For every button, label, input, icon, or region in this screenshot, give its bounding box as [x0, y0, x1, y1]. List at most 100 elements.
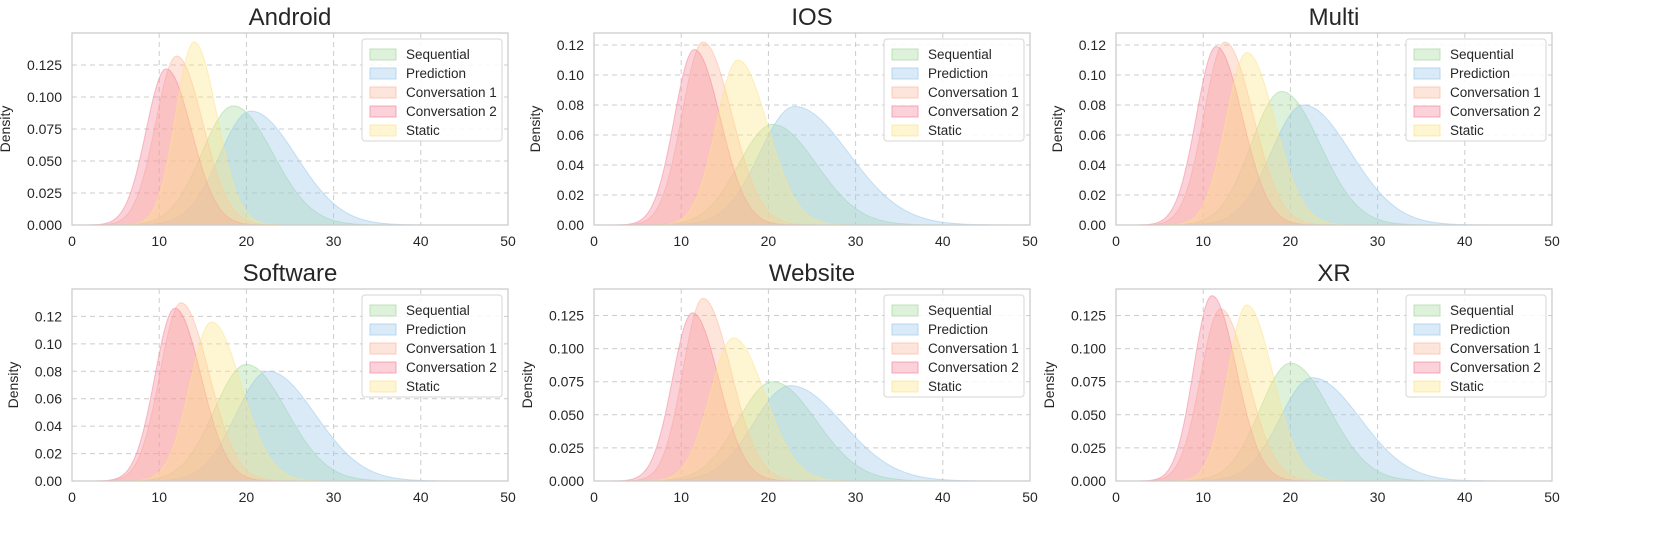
x-tick-label: 20	[239, 489, 255, 505]
x-tick-label: 20	[239, 233, 255, 249]
y-tick-label: 0.10	[557, 67, 584, 83]
x-tick-label: 50	[500, 489, 516, 505]
x-tick-label: 20	[761, 233, 777, 249]
legend-entry-sequential: Sequential	[891, 303, 992, 318]
legend: Sequential Prediction Conversation 1 Conver…	[361, 294, 503, 398]
legend-swatch	[891, 342, 919, 355]
y-tick-label: 0.100	[27, 89, 62, 105]
y-tick-label: 0.050	[1071, 407, 1106, 423]
legend-box	[1405, 294, 1547, 398]
legend-entry-static: Static	[1413, 379, 1484, 394]
legend-swatch	[369, 380, 397, 393]
x-tick-label: 40	[413, 489, 429, 505]
y-tick-label: 0.125	[1071, 307, 1106, 323]
x-tick-label: 40	[935, 489, 951, 505]
legend-label: Static	[1450, 379, 1484, 394]
x-tick-label: 30	[326, 489, 342, 505]
plot-frame	[593, 32, 1031, 226]
legend-swatch	[891, 86, 919, 99]
chart-panel-multi: 0 10 20 30 40 50 0.00 0.02 0.04 0.06 0.08 0.10 0.12 D…	[1049, 4, 1560, 249]
x-tick-label: 50	[500, 233, 516, 249]
y-tick-label: 0.025	[1071, 440, 1106, 456]
legend-entry-conversation-1: Conversation 1	[891, 85, 1019, 100]
legend-entry-prediction: Prediction	[1413, 66, 1510, 81]
legend-label: Sequential	[406, 47, 470, 62]
x-tick-label: 0	[68, 233, 76, 249]
x-tick-label: 30	[848, 233, 864, 249]
x-tick-label: 50	[1544, 489, 1560, 505]
y-tick-label: 0.08	[557, 97, 584, 113]
y-axis-label: Density	[5, 362, 21, 409]
y-axis-label: Density	[527, 106, 543, 153]
y-tick-label: 0.06	[1079, 127, 1106, 143]
x-tick-label: 30	[1370, 489, 1386, 505]
panel-title: Android	[249, 4, 332, 31]
x-tick-label: 10	[673, 489, 689, 505]
legend-label: Prediction	[928, 322, 988, 337]
legend-label: Prediction	[406, 322, 466, 337]
legend-entry-prediction: Prediction	[369, 322, 466, 337]
legend-label: Static	[406, 379, 440, 394]
legend-swatch	[1413, 105, 1441, 118]
chart-panel-ios: 0 10 20 30 40 50 0.00 0.02 0.04 0.06 0.08 0.10 0.12 D…	[527, 4, 1038, 249]
legend-label: Sequential	[928, 303, 992, 318]
legend-swatch	[891, 48, 919, 61]
x-tick-label: 10	[1195, 489, 1211, 505]
legend-label: Conversation 2	[1450, 104, 1541, 119]
plot-frame	[593, 288, 1031, 482]
legend-swatch	[1413, 323, 1441, 336]
legend-box	[883, 294, 1025, 398]
legend-entry-prediction: Prediction	[1413, 322, 1510, 337]
y-axis-label: Density	[0, 106, 13, 153]
x-tick-label: 10	[151, 233, 167, 249]
x-tick-label: 50	[1022, 489, 1038, 505]
y-tick-label: 0.12	[1079, 37, 1106, 53]
y-tick-label: 0.00	[557, 217, 584, 233]
panel-title: IOS	[791, 4, 832, 31]
x-tick-label: 50	[1022, 233, 1038, 249]
legend-label: Conversation 2	[928, 360, 1019, 375]
legend-entry-prediction: Prediction	[369, 66, 466, 81]
y-tick-label: 0.025	[549, 440, 584, 456]
legend-label: Conversation 2	[928, 104, 1019, 119]
legend-entry-sequential: Sequential	[369, 47, 470, 62]
legend-box	[361, 294, 503, 398]
legend-label: Sequential	[1450, 303, 1514, 318]
x-tick-label: 0	[1112, 489, 1120, 505]
legend-label: Sequential	[1450, 47, 1514, 62]
legend-label: Conversation 1	[1450, 85, 1541, 100]
legend-label: Static	[406, 123, 440, 138]
panel-title: XR	[1317, 260, 1350, 287]
legend: Sequential Prediction Conversation 1 Conver…	[883, 294, 1025, 398]
legend-swatch	[1413, 86, 1441, 99]
y-tick-label: 0.02	[1079, 187, 1106, 203]
y-tick-label: 0.04	[1079, 157, 1106, 173]
legend-box	[883, 38, 1025, 142]
x-tick-label: 30	[326, 233, 342, 249]
x-tick-label: 20	[761, 489, 777, 505]
y-axis-label: Density	[519, 362, 535, 409]
x-tick-label: 40	[413, 233, 429, 249]
y-tick-label: 0.02	[35, 446, 62, 462]
panel-title: Website	[769, 260, 855, 287]
legend-entry-sequential: Sequential	[1413, 303, 1514, 318]
panel-title: Software	[243, 260, 338, 287]
legend-label: Conversation 2	[406, 104, 497, 119]
x-tick-label: 40	[935, 233, 951, 249]
y-axis-label: Density	[1049, 106, 1065, 153]
legend-label: Prediction	[1450, 66, 1510, 81]
chart-panel-xr: 0 10 20 30 40 50 0.000 0.025 0.050 0.075 0.100 0.12…	[1041, 260, 1560, 505]
y-tick-label: 0.075	[27, 121, 62, 137]
legend-swatch	[369, 323, 397, 336]
x-tick-label: 20	[1283, 233, 1299, 249]
legend-swatch	[369, 67, 397, 80]
legend-entry-conversation-2: Conversation 2	[1413, 360, 1541, 375]
y-tick-label: 0.125	[27, 57, 62, 73]
legend-box	[1405, 38, 1547, 142]
legend-label: Sequential	[406, 303, 470, 318]
legend-entry-conversation-1: Conversation 1	[1413, 85, 1541, 100]
legend-entry-prediction: Prediction	[891, 322, 988, 337]
legend-swatch	[891, 361, 919, 374]
y-tick-label: 0.12	[557, 37, 584, 53]
